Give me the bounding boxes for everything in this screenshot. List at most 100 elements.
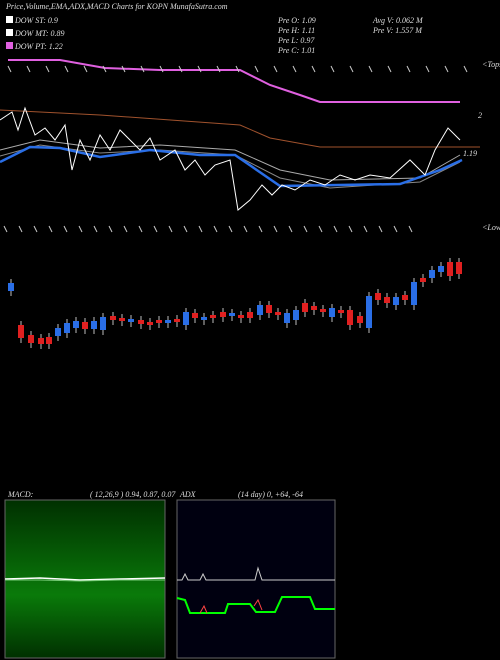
tick: [7, 65, 12, 73]
candle: [100, 317, 106, 330]
plus-di-line: [176, 596, 335, 614]
ema-line: [0, 109, 480, 148]
candle: [420, 278, 426, 282]
macd-params: ( 12,26,9 ) 0.94, 0.87, 0.07: [90, 490, 176, 499]
candle: [119, 318, 125, 321]
candle: [64, 323, 70, 333]
legend-swatch: [6, 16, 13, 23]
candle: [220, 312, 226, 317]
tick: [138, 225, 143, 233]
tick: [363, 225, 368, 233]
tick: [64, 65, 69, 73]
candle: [18, 325, 24, 338]
tick: [425, 65, 430, 73]
candle: [46, 337, 52, 344]
tick: [123, 225, 128, 233]
price-line: [0, 106, 461, 211]
tick: [292, 65, 297, 73]
macd-line: [4, 577, 166, 581]
tick: [444, 65, 449, 73]
tick: [318, 225, 323, 233]
tick: [93, 225, 98, 233]
tick: [197, 65, 202, 73]
candle: [247, 312, 253, 318]
candle: [91, 321, 97, 329]
candle: [393, 297, 399, 305]
lows-marker: <Lows: [482, 223, 500, 232]
minus-di-line: [199, 598, 263, 614]
prev-text: Pre L: 0.97: [277, 36, 315, 45]
tick: [213, 225, 218, 233]
tick: [18, 225, 23, 233]
candle: [174, 319, 180, 322]
ema-line: [0, 145, 463, 188]
tick: [408, 225, 413, 233]
candle: [311, 306, 317, 310]
adx-panel: [176, 499, 336, 659]
prev-text: Pre H: 1.11: [277, 26, 315, 35]
tick: [273, 225, 278, 233]
legend-text: DOW PT: 1.22: [14, 42, 63, 51]
candle: [8, 283, 14, 291]
candle: [201, 317, 207, 320]
price-label: 2: [478, 111, 482, 120]
price-label: 1.19: [463, 149, 477, 158]
tick: [33, 225, 38, 233]
candle: [156, 320, 162, 323]
prev-text: Pre O: 1.09: [277, 16, 316, 25]
tick: [48, 225, 53, 233]
candles: [8, 258, 462, 349]
ema-line: [0, 139, 461, 181]
legend-swatch: [6, 29, 13, 36]
candle: [438, 266, 444, 272]
candle: [128, 319, 134, 322]
tick: [153, 225, 158, 233]
adx-line: [177, 566, 335, 581]
tick: [45, 65, 50, 73]
tick: [83, 65, 88, 73]
tick: [288, 225, 293, 233]
tick: [178, 65, 183, 73]
tick: [78, 225, 83, 233]
candle: [447, 262, 453, 276]
candle: [165, 320, 171, 323]
tick: [235, 65, 240, 73]
macd-label: MACD:: [7, 490, 34, 499]
tick: [311, 65, 316, 73]
tick: [121, 65, 126, 73]
candle: [402, 295, 408, 300]
tick: [168, 225, 173, 233]
tick: [140, 65, 145, 73]
tick: [3, 225, 8, 233]
tick: [183, 225, 188, 233]
tick-rows: [3, 65, 468, 233]
candle: [357, 316, 363, 323]
candle: [257, 305, 263, 315]
candle: [229, 313, 235, 316]
candle: [110, 316, 116, 320]
candle: [384, 297, 390, 303]
tick: [216, 65, 221, 73]
legend-text: DOW MT: 0.89: [14, 29, 65, 38]
tick: [463, 65, 468, 73]
candle: [266, 305, 272, 313]
tick: [387, 65, 392, 73]
tick: [228, 225, 233, 233]
signal-line: [5, 579, 165, 582]
tick: [348, 225, 353, 233]
tick: [26, 65, 31, 73]
candle: [329, 308, 335, 317]
macd-panel: [4, 499, 166, 659]
candle: [55, 328, 61, 336]
adx-params: (14 day) 0, +64, -64: [238, 490, 303, 499]
tick: [273, 65, 278, 73]
tick: [102, 65, 107, 73]
candle: [138, 320, 144, 324]
tick: [378, 225, 383, 233]
candle: [238, 315, 244, 318]
dow-line: [8, 59, 460, 103]
tick: [159, 65, 164, 73]
candle: [293, 310, 299, 320]
volume-text: Avg V: 0.062 M: [372, 16, 424, 25]
